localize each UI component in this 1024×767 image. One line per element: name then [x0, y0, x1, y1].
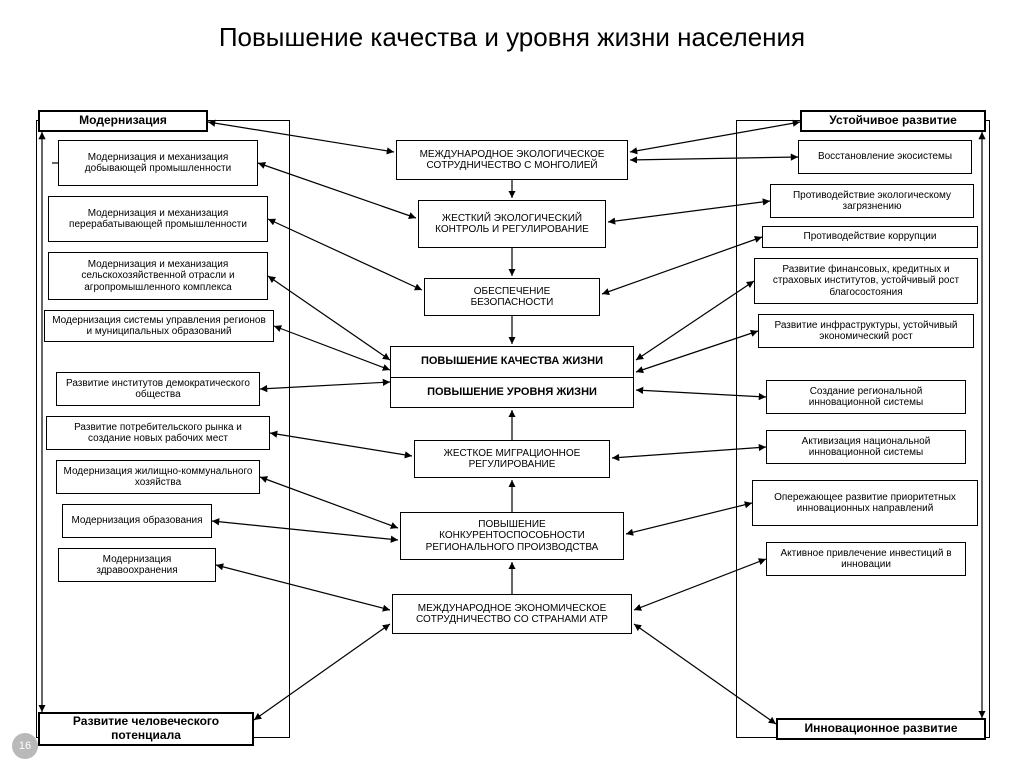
- center-c2: ЖЕСТКИЙ ЭКОЛОГИЧЕСКИЙ КОНТРОЛЬ И РЕГУЛИР…: [418, 200, 606, 248]
- left-l6: Развитие потребительского рынка и создан…: [46, 416, 270, 450]
- header-bl: Развитие человеческого потенциала: [38, 712, 254, 746]
- center-c3: ОБЕСПЕЧЕНИЕ БЕЗОПАСНОСТИ: [424, 278, 600, 316]
- right-r8: Опережающее развитие приоритетных иннова…: [752, 480, 978, 526]
- right-r3: Противодействие коррупции: [762, 226, 978, 248]
- left-l7: Модернизация жилищно-коммунального хозяй…: [56, 460, 260, 494]
- header-br: Инновационное развитие: [776, 718, 986, 740]
- right-r7: Активизация национальной инновационной с…: [766, 430, 966, 464]
- left-l5: Развитие институтов демократического общ…: [56, 372, 260, 406]
- right-r1: Восстановление экосистемы: [798, 140, 972, 174]
- center-c6: ПОВЫШЕНИЕ КОНКУРЕНТОСПОСОБНОСТИ РЕГИОНАЛ…: [400, 512, 624, 560]
- right-r4: Развитие финансовых, кредитных и страхов…: [754, 258, 978, 304]
- center-c4: ПОВЫШЕНИЕ КАЧЕСТВА ЖИЗНИ ПОВЫШЕНИЕ УРОВН…: [390, 346, 634, 408]
- center-c1: МЕЖДУНАРОДНОЕ ЭКОЛОГИЧЕСКОЕ СОТРУДНИЧЕСТ…: [396, 140, 628, 180]
- center-c5: ЖЕСТКОЕ МИГРАЦИОННОЕ РЕГУЛИРОВАНИЕ: [414, 440, 610, 478]
- right-r6: Создание региональной инновационной сист…: [766, 380, 966, 414]
- left-l4: Модернизация системы управления регионов…: [44, 310, 274, 342]
- left-l2: Модернизация и механизация перерабатываю…: [48, 196, 268, 242]
- center-c7: МЕЖДУНАРОДНОЕ ЭКОНОМИЧЕСКОЕ СОТРУДНИЧЕСТ…: [392, 594, 632, 634]
- center-c4b: ПОВЫШЕНИЕ УРОВНЯ ЖИЗНИ: [391, 378, 633, 408]
- header-tl: Модернизация: [38, 110, 208, 132]
- left-l1: Модернизация и механизация добывающей пр…: [58, 140, 258, 186]
- right-r9: Активное привлечение инвестиций в иннова…: [766, 542, 966, 576]
- header-tr: Устойчивое развитие: [800, 110, 986, 132]
- left-l9: Модернизация здравоохранения: [58, 548, 216, 582]
- right-r5: Развитие инфраструктуры, устойчивый экон…: [758, 314, 974, 348]
- center-c4a: ПОВЫШЕНИЕ КАЧЕСТВА ЖИЗНИ: [391, 347, 633, 378]
- right-r2: Противодействие экологическому загрязнен…: [770, 184, 974, 218]
- left-l8: Модернизация образования: [62, 504, 212, 538]
- left-l3: Модернизация и механизация сельскохозяйс…: [48, 252, 268, 300]
- page-title: Повышение качества и уровня жизни населе…: [0, 0, 1024, 63]
- page-number: 16: [12, 733, 38, 759]
